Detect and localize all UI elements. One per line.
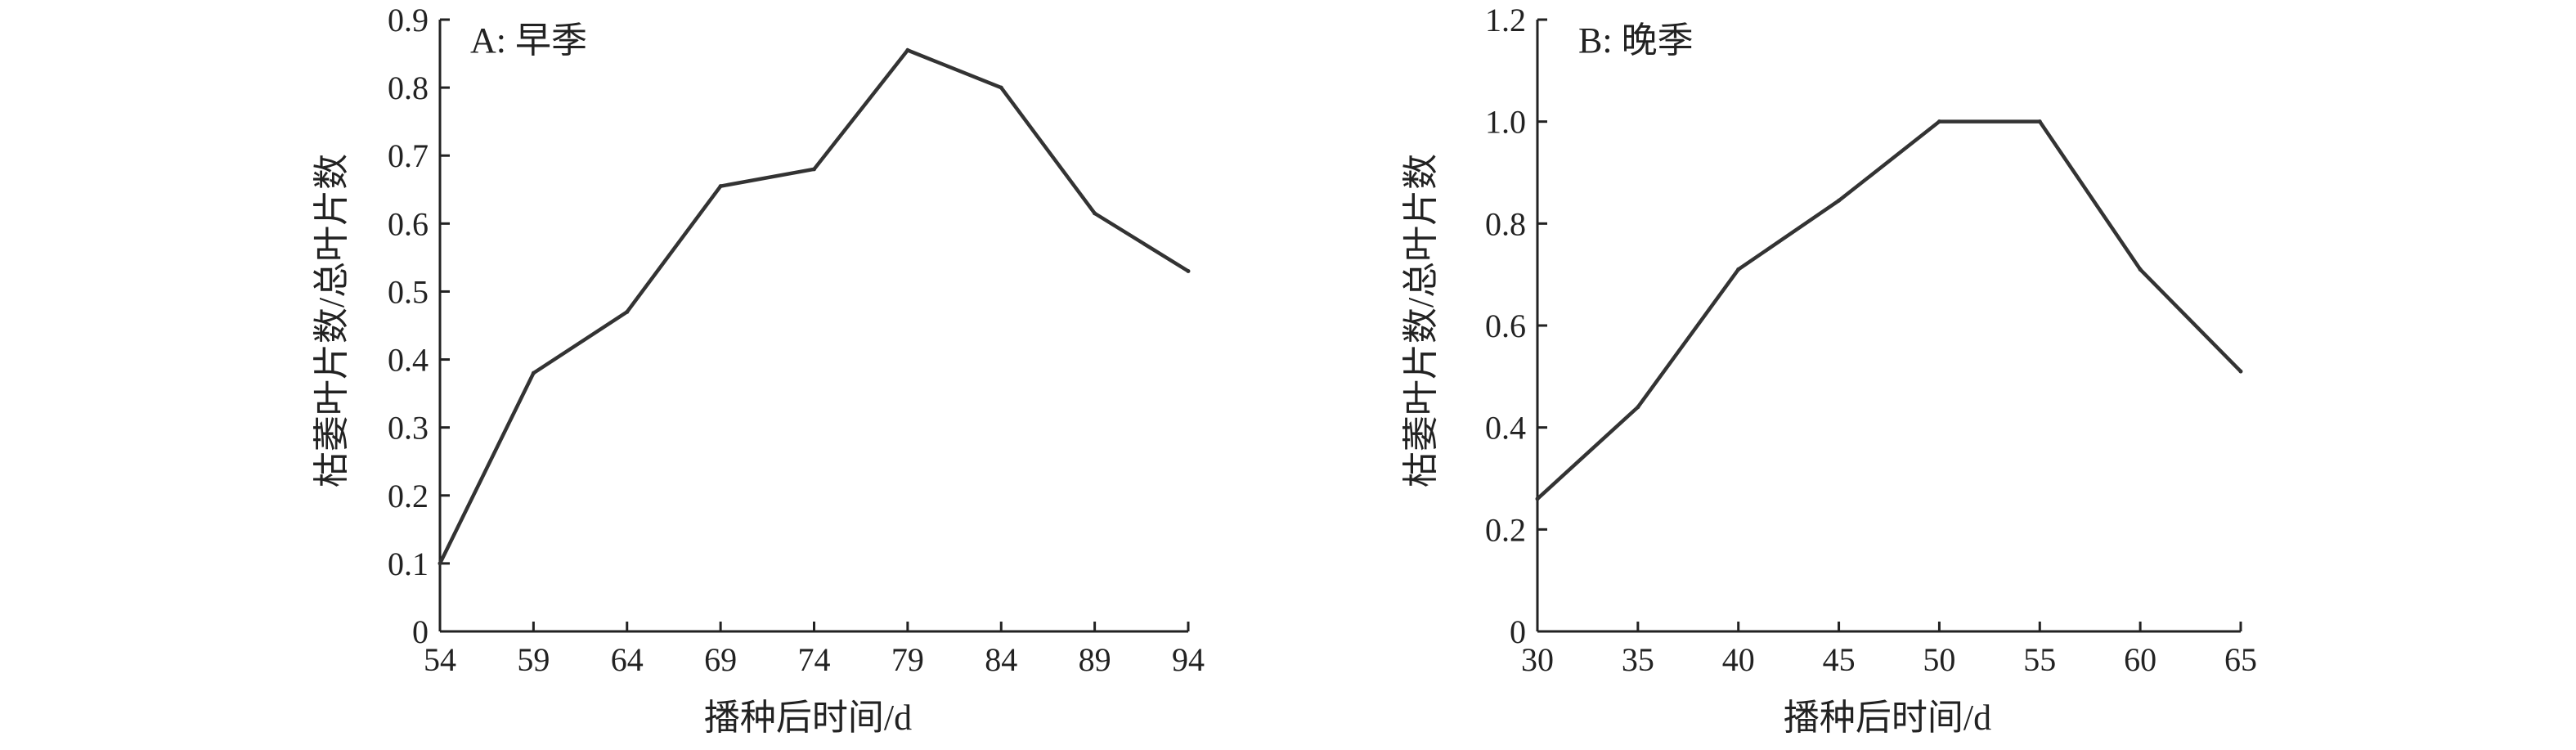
panel-a-x-tick-label: 94 xyxy=(1172,641,1205,678)
panel-a-data-point xyxy=(812,167,816,172)
panel-b-x-tick-label: 45 xyxy=(1823,641,1856,678)
panel-a-y-tick-label: 0.2 xyxy=(388,478,429,514)
panel-b-label: B: 晚季 xyxy=(1578,20,1694,61)
panel-a-series-line xyxy=(438,47,1190,564)
panel-a-data-point xyxy=(718,184,723,189)
chart-panel-b: B: 晚季 枯萎叶片数/总叶片数 播种后时间/d 0 0.2 0.4 0.6 0.8 1.… xyxy=(1401,2,2257,738)
panel-a-y-tick-label: 0.5 xyxy=(388,273,429,310)
panel-a-y-tick-label: 0.4 xyxy=(388,342,429,379)
panel-a-x-tick-label: 79 xyxy=(891,641,924,678)
panel-a-x-tick-label: 54 xyxy=(424,641,456,678)
panel-b-data-point xyxy=(2138,267,2143,272)
panel-a-data-point xyxy=(999,85,1003,90)
panel-b-y-tick-label: 0.8 xyxy=(1485,205,1526,242)
panel-a-data-point xyxy=(625,309,630,314)
panel-b-y-tick-label: 0.6 xyxy=(1485,308,1526,344)
panel-a-data-point xyxy=(1186,269,1191,274)
panel-b-data-point xyxy=(1936,119,1941,124)
panel-a-y-axis-title: 枯萎叶片数/总叶片数 xyxy=(312,154,352,487)
panel-b-data-point xyxy=(1837,198,1842,203)
panel-a-y-tick-label: 0.8 xyxy=(388,70,429,106)
panel-a-y-tick-label: 0.3 xyxy=(388,410,429,447)
panel-b-data-point xyxy=(1636,405,1640,410)
panel-a-y-tick-label: 0.7 xyxy=(388,137,429,174)
panel-b-y-tick-label: 0.4 xyxy=(1485,410,1526,447)
panel-b-y-tick-label: 1.2 xyxy=(1485,2,1526,38)
panel-b-data-point xyxy=(1535,496,1540,501)
panel-b-x-tick-label: 50 xyxy=(1923,641,1955,678)
panel-b-x-tick-label: 55 xyxy=(2023,641,2056,678)
panel-b-data-point xyxy=(1736,267,1741,272)
panel-b-x-tick-label: 35 xyxy=(1622,641,1654,678)
panel-b-data-point xyxy=(2238,369,2243,374)
panel-b-y-tick-label: 1.0 xyxy=(1485,104,1526,141)
panel-a-x-tick-label: 74 xyxy=(798,641,831,678)
panel-a-y-tick-label: 0 xyxy=(412,613,429,650)
panel-a-x-tick-label: 89 xyxy=(1079,641,1111,678)
chart-panel-a: A: 早季 枯萎叶片数/总叶片数 播种后时间/d 0 0.1 0.2 0.3 0.4 0.… xyxy=(312,2,1205,738)
panel-a-data-point xyxy=(905,47,910,52)
panel-b-x-tick-label: 40 xyxy=(1722,641,1755,678)
panel-b-data-point xyxy=(2037,119,2042,124)
panel-a-y-tick-label: 0.9 xyxy=(388,2,429,38)
panel-b-x-tick-label: 60 xyxy=(2124,641,2156,678)
panel-a-data-point xyxy=(1093,211,1097,216)
panel-a-x-tick-label: 69 xyxy=(704,641,737,678)
panel-b-x-tick-label: 30 xyxy=(1521,641,1554,678)
panel-a-label: A: 早季 xyxy=(470,20,587,61)
panel-a-x-axis-title: 播种后时间/d xyxy=(704,698,912,738)
panel-a-x-tick-label: 84 xyxy=(985,641,1017,678)
panel-b-x-axis-title: 播种后时间/d xyxy=(1784,698,1991,738)
panel-a-y-tick-label: 0.1 xyxy=(388,546,429,582)
panel-a-data-point xyxy=(438,561,442,566)
panel-b-series-line xyxy=(1536,119,2242,501)
panel-b-x-tick-label: 65 xyxy=(2224,641,2257,678)
panel-a-data-point xyxy=(531,371,536,375)
panel-a-x-tick-label: 64 xyxy=(611,641,644,678)
panel-b-y-tick-label: 0 xyxy=(1510,613,1526,650)
panel-a-y-tick-label: 0.6 xyxy=(388,205,429,242)
panel-b-y-tick-label: 0.2 xyxy=(1485,511,1526,548)
panel-b-y-axis-title: 枯萎叶片数/总叶片数 xyxy=(1401,154,1441,487)
panel-a-x-tick-label: 59 xyxy=(517,641,550,678)
